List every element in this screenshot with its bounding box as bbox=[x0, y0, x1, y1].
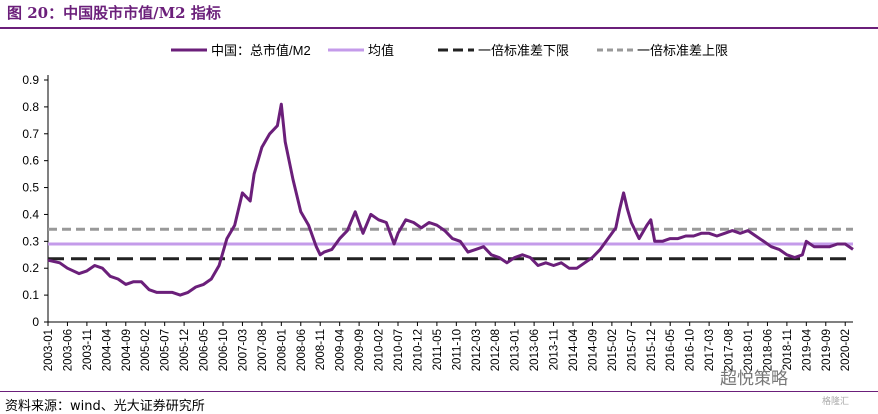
figure-title: 图 20：中国股市市值/M2 指标 bbox=[7, 4, 221, 22]
x-tick-label: 2014-09 bbox=[587, 329, 599, 371]
x-tick-label: 2012-08 bbox=[490, 329, 502, 371]
source-note: 资料来源：wind、光大证券研究所 bbox=[5, 399, 205, 414]
x-tick-label: 2007-08 bbox=[257, 329, 269, 371]
x-tick-label: 2008-01 bbox=[276, 329, 288, 371]
x-tick-label: 2012-03 bbox=[471, 329, 483, 371]
x-tick-label: 2006-05 bbox=[199, 329, 211, 371]
x-tick-label: 2008-06 bbox=[296, 329, 308, 371]
series-group bbox=[47, 102, 854, 297]
x-tick-label: 2018-06 bbox=[762, 329, 774, 371]
x-tick-label: 2013-11 bbox=[549, 329, 561, 370]
x-tick-label: 2015-02 bbox=[607, 329, 619, 371]
x-tick-label: 2010-07 bbox=[393, 329, 405, 371]
legend-item-total-mv-m2-label: 中国：总市值/M2 bbox=[211, 43, 311, 58]
y-tick-label: 0.8 bbox=[22, 100, 39, 114]
legend-item-mean-label: 均值 bbox=[368, 43, 394, 58]
legend: 中国：总市值/M2 均值 一倍标准差下限 一倍标准差上限 bbox=[171, 43, 728, 58]
x-tick-label: 2010-02 bbox=[374, 329, 386, 371]
series-line-total-mv-m2 bbox=[47, 102, 854, 297]
x-tick-label: 2018-11 bbox=[782, 329, 794, 370]
y-tick-label: 0.5 bbox=[22, 181, 39, 195]
x-tick-label: 2004-04 bbox=[101, 328, 113, 371]
x-tick-label: 2007-03 bbox=[237, 329, 249, 371]
x-tick-label: 2006-10 bbox=[218, 329, 230, 371]
x-tick-label: 2005-12 bbox=[179, 329, 191, 371]
x-tick-label: 2017-08 bbox=[724, 329, 736, 371]
y-tick-label: 0.6 bbox=[22, 154, 39, 168]
x-tick-label: 2011-10 bbox=[451, 329, 463, 370]
x-tick-label: 2005-02 bbox=[140, 329, 152, 371]
legend-item-upper-bound-label: 一倍标准差上限 bbox=[637, 43, 728, 58]
x-tick-label: 2009-04 bbox=[335, 328, 347, 371]
title-rule bbox=[0, 27, 878, 29]
legend-item-lower-bound-label: 一倍标准差下限 bbox=[478, 43, 569, 58]
x-tick-label: 2003-01 bbox=[43, 329, 55, 371]
watermark: 超悦策略 bbox=[720, 369, 788, 389]
x-tick-label: 2003-06 bbox=[62, 329, 74, 371]
y-tick-label: 0.4 bbox=[22, 207, 39, 221]
x-tick-label: 2013-06 bbox=[529, 329, 541, 371]
x-tick-label: 2019-04 bbox=[801, 328, 813, 371]
y-tick-label: 0.9 bbox=[22, 73, 39, 87]
x-tick-label: 2015-12 bbox=[646, 329, 658, 371]
x-tick-label: 2011-05 bbox=[432, 329, 444, 370]
x-tick-label: 2013-01 bbox=[510, 329, 522, 371]
x-tick-label: 2017-03 bbox=[704, 329, 716, 371]
x-tick-label: 2016-05 bbox=[665, 329, 677, 371]
x-tick-label: 2015-07 bbox=[626, 329, 638, 371]
y-tick-label: 0.2 bbox=[22, 261, 39, 275]
x-tick-label: 2005-07 bbox=[160, 329, 172, 371]
y-tick-label: 0.3 bbox=[22, 234, 39, 248]
x-tick-label: 2003-11 bbox=[82, 329, 94, 370]
y-tick-label: 0 bbox=[32, 315, 39, 329]
watermark-small: 格隆汇 bbox=[822, 397, 850, 407]
y-tick-label: 0.7 bbox=[22, 127, 39, 141]
x-tick-label: 2008-11 bbox=[315, 329, 327, 370]
x-tick-label: 2016-10 bbox=[685, 329, 697, 371]
x-tick-label: 2009-09 bbox=[354, 329, 366, 371]
axes: 0 0.1 0.2 0.3 0.4 0.5 0.6 0.7 0.8 0.9 2003-01 2003-… bbox=[22, 73, 853, 371]
x-tick-label: 2018-01 bbox=[743, 329, 755, 371]
y-tick-label: 0.1 bbox=[22, 288, 39, 302]
x-tick-label: 2020-02 bbox=[840, 329, 852, 371]
x-tick-label: 2014-04 bbox=[568, 328, 580, 371]
x-tick-label: 2010-12 bbox=[412, 329, 424, 371]
source-rule bbox=[0, 391, 878, 392]
x-tick-label: 2019-09 bbox=[821, 329, 833, 371]
x-tick-label: 2004-09 bbox=[121, 329, 133, 371]
